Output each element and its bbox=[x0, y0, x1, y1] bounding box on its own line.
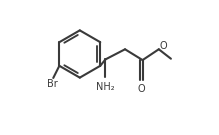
Text: O: O bbox=[159, 41, 167, 51]
Text: O: O bbox=[137, 84, 145, 94]
Text: Br: Br bbox=[47, 79, 57, 89]
Text: NH₂: NH₂ bbox=[96, 82, 115, 92]
